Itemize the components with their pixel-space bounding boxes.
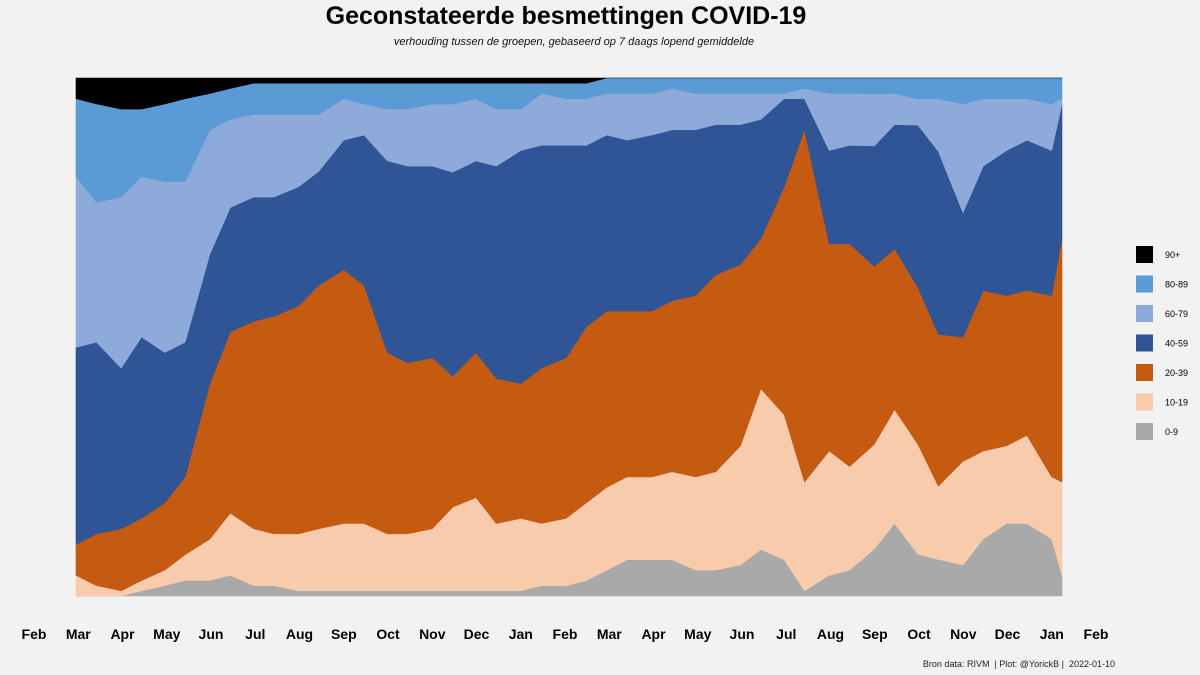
x-tick-label: Sep [862,626,888,642]
x-tick-label: Oct [907,626,931,642]
x-tick-label: Nov [950,626,977,642]
x-tick-label: Dec [464,626,490,642]
x-tick-label: Jun [199,626,224,642]
legend-swatch-20-39 [1136,364,1153,381]
x-axis-ticks: Feb Mar Apr May Jun Jul Aug Sep Oct Nov Dec Jan Feb M… [22,626,1109,642]
x-tick-label: Dec [995,626,1021,642]
x-tick-label: Jul [776,626,796,642]
legend-label-20-39: 20-39 [1165,368,1188,378]
x-tick-label: May [153,626,180,642]
chart-subtitle: verhouding tussen de groepen, gebaseerd … [393,36,755,48]
x-tick-label: May [684,626,711,642]
legend-label-60-79: 60-79 [1165,309,1188,319]
x-tick-label: Sep [331,626,357,642]
legend-swatch-80-89 [1136,275,1153,293]
legend-label-80-89: 80-89 [1165,280,1188,290]
source-caption: Bron data: RIVM | Plot: @YorickB | 2022-… [922,659,1115,669]
x-tick-label: Mar [597,626,622,642]
x-tick-label: Mar [66,626,91,642]
legend-swatch-0-9 [1136,423,1153,440]
legend-swatch-40-59 [1136,334,1153,352]
x-tick-label: Jul [245,626,265,642]
area-layers [75,77,1063,597]
legend-label-40-59: 40-59 [1165,339,1188,349]
legend-swatch-10-19 [1136,393,1153,411]
x-tick-label: Apr [641,626,666,642]
x-tick-label: Oct [376,626,400,642]
legend-label-10-19: 10-19 [1165,398,1188,408]
legend-swatch-90+ [1136,246,1153,263]
legend-swatch-60-79 [1136,305,1153,322]
x-tick-label: Jan [1040,626,1064,642]
legend: 90+ 80-89 60-79 40-59 20-39 10-19 0-9 [1136,246,1188,440]
x-tick-label: Apr [110,626,135,642]
x-tick-label: Feb [22,626,47,642]
area-series-90+ [75,77,1062,110]
x-tick-label: Aug [286,626,313,642]
chart-title: Geconstateerde besmettingen COVID-19 [325,2,807,30]
x-tick-label: Feb [553,626,578,642]
x-tick-label: Nov [419,626,446,642]
x-tick-label: Feb [1084,626,1109,642]
legend-label-90+: 90+ [1165,250,1180,260]
x-tick-label: Jun [730,626,755,642]
x-tick-label: Jan [509,626,533,642]
legend-label-0-9: 0-9 [1165,427,1178,437]
x-tick-label: Aug [817,626,844,642]
